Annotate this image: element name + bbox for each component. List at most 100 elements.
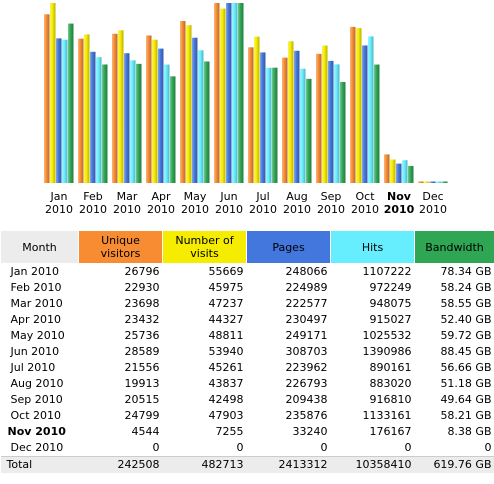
row-pages: 224989: [285, 281, 328, 294]
row-pages: 249171: [285, 329, 328, 342]
x-tick-year: 2010: [147, 203, 175, 216]
row-month: Aug 2010: [10, 377, 64, 390]
x-tick-year: 2010: [283, 203, 311, 216]
bar-visits-aug-2010: [288, 41, 294, 184]
row-bandwidth: 78.34 GB: [440, 265, 492, 278]
bar-visits-jun-2010: [220, 8, 226, 183]
table-row: Nov 2010 4544 7255 33240 176167 8.38 GB: [1, 424, 494, 440]
chart-bars: [44, 3, 448, 184]
x-tick-month: Aug: [286, 190, 307, 203]
bar-visits-sep-2010: [322, 45, 328, 183]
row-unique: 24799: [124, 409, 160, 422]
x-tick-month: Dec: [422, 190, 443, 203]
bar-pages-may-2010: [192, 37, 198, 183]
row-unique: 4544: [131, 425, 160, 438]
total-pages: 2413312: [246, 456, 331, 473]
bar-pages-jun-2010: [226, 3, 232, 183]
row-bandwidth: 58.24 GB: [440, 281, 492, 294]
header-pages: Pages: [246, 230, 331, 264]
bar-bandwidth-dec-2010: [442, 181, 448, 183]
bar-bandwidth-apr-2010: [170, 76, 176, 183]
row-pages: 222577: [285, 297, 328, 310]
table-total-row: Total 242508 482713 2413312 10358410 619…: [0, 456, 494, 473]
table-row: May 2010 25736 48811 249171 1025532 59.72 GB: [1, 328, 494, 344]
bar-hits-jul-2010: [266, 67, 272, 183]
row-bandwidth: 52.40 GB: [440, 313, 492, 326]
bar-pages-nov-2010: [396, 163, 402, 183]
bar-visits-feb-2010: [84, 34, 90, 183]
row-bandwidth: 58.55 GB: [440, 297, 492, 310]
table-row: Feb 2010 22930 45975 224989 972249 58.24 GB: [1, 280, 494, 296]
bar-hits-aug-2010: [300, 68, 306, 183]
row-bandwidth: 59.72 GB: [440, 329, 492, 342]
row-bandwidth: 88.45 GB: [440, 345, 492, 358]
bar-bandwidth-mar-2010: [136, 63, 142, 184]
row-pages: 0: [320, 441, 328, 454]
bar-pages-aug-2010: [294, 50, 300, 183]
bar-pages-oct-2010: [362, 45, 368, 183]
bar-bandwidth-jul-2010: [272, 67, 278, 183]
bar-visits-dec-2010: [424, 181, 430, 183]
row-month: Dec 2010: [10, 441, 64, 454]
total-hits: 10358410: [330, 456, 415, 473]
row-unique: 25736: [124, 329, 160, 342]
bar-pages-feb-2010: [90, 51, 96, 184]
bar-bandwidth-oct-2010: [374, 64, 380, 183]
row-hits: 916810: [369, 393, 412, 406]
header-unique-visitors: Unique visitors: [78, 230, 163, 264]
bar-hits-mar-2010: [130, 60, 136, 183]
row-month: Nov 2010: [7, 425, 66, 438]
total-label: Total: [0, 456, 79, 473]
bar-bandwidth-aug-2010: [306, 78, 312, 183]
bar-hits-nov-2010: [402, 160, 408, 183]
row-hits: 890161: [369, 361, 412, 374]
row-hits: 0: [404, 441, 412, 454]
row-month: Jun 2010: [10, 345, 60, 358]
row-hits: 1107222: [362, 265, 412, 278]
row-visits: 45261: [208, 361, 244, 374]
row-month: Mar 2010: [10, 297, 63, 310]
table-row: Mar 2010 23698 47237 222577 948075 58.55 GB: [1, 296, 494, 312]
bar-unique-jan-2010: [44, 14, 50, 184]
x-tick-year: 2010: [317, 203, 345, 216]
bar-visits-nov-2010: [390, 159, 396, 183]
table-row: Sep 2010 20515 42498 209438 916810 49.64 GB: [1, 392, 494, 408]
row-pages: 209438: [285, 393, 328, 406]
row-hits: 972249: [369, 281, 412, 294]
header-number-of-visits: Number of visits: [162, 230, 247, 264]
bar-unique-mar-2010: [112, 33, 118, 184]
row-month: May 2010: [10, 329, 65, 342]
row-hits: 176167: [369, 425, 412, 438]
bar-visits-apr-2010: [152, 39, 158, 184]
bar-hits-jun-2010: [232, 3, 238, 183]
bar-bandwidth-nov-2010: [408, 165, 414, 183]
x-tick-month: Jan: [50, 190, 68, 203]
header-month: Month: [0, 230, 79, 264]
row-month: Sep 2010: [10, 393, 63, 406]
header-bandwidth: Bandwidth: [414, 230, 494, 264]
row-bandwidth: 49.64 GB: [440, 393, 492, 406]
monthly-stats-table: Month Unique visitors Number of visits P…: [0, 230, 494, 473]
table-row: Jul 2010 21556 45261 223962 890161 56.66 GB: [1, 360, 494, 376]
row-pages: 235876: [285, 409, 328, 422]
row-hits: 1390986: [362, 345, 412, 358]
bar-visits-oct-2010: [356, 28, 362, 183]
bar-hits-feb-2010: [96, 57, 102, 184]
bar-bandwidth-may-2010: [204, 61, 210, 183]
table-row: Dec 2010 0 0 0 0 0: [1, 440, 494, 457]
bar-unique-jun-2010: [214, 3, 220, 183]
x-tick-month: Mar: [117, 190, 138, 203]
bar-unique-apr-2010: [146, 35, 152, 183]
bar-hits-dec-2010: [436, 181, 442, 183]
row-bandwidth: 8.38 GB: [447, 425, 492, 438]
x-tick-year: 2010: [215, 203, 243, 216]
row-bandwidth: 51.18 GB: [440, 377, 492, 390]
bar-unique-may-2010: [180, 20, 186, 183]
row-visits: 47237: [208, 297, 244, 310]
x-tick-month: Apr: [151, 190, 171, 203]
row-month: Oct 2010: [10, 409, 62, 422]
x-tick-month: Sep: [321, 190, 342, 203]
row-bandwidth: 0: [484, 441, 492, 454]
bar-visits-jul-2010: [254, 36, 260, 183]
bar-bandwidth-feb-2010: [102, 64, 108, 183]
